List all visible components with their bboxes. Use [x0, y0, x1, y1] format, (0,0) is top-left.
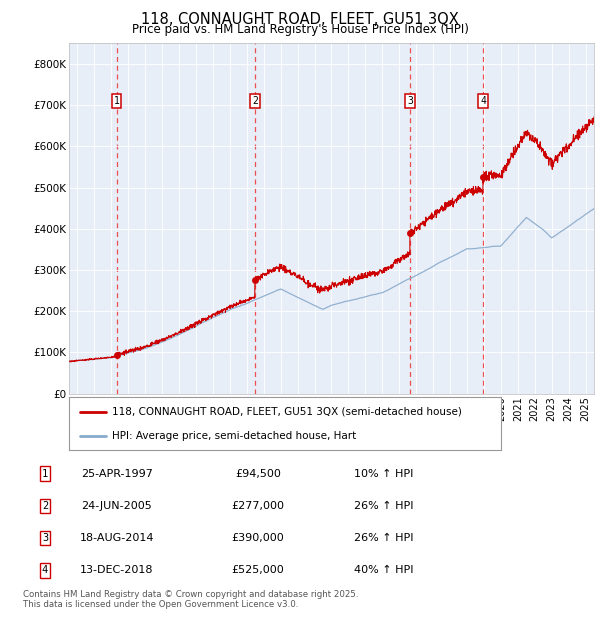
Text: This data is licensed under the Open Government Licence v3.0.: This data is licensed under the Open Gov…: [23, 600, 298, 609]
Text: £94,500: £94,500: [235, 469, 281, 479]
Text: £390,000: £390,000: [232, 533, 284, 543]
Text: 18-AUG-2014: 18-AUG-2014: [80, 533, 154, 543]
Text: HPI: Average price, semi-detached house, Hart: HPI: Average price, semi-detached house,…: [112, 431, 356, 441]
Text: Price paid vs. HM Land Registry's House Price Index (HPI): Price paid vs. HM Land Registry's House …: [131, 23, 469, 36]
Text: 26% ↑ HPI: 26% ↑ HPI: [354, 533, 413, 543]
Text: 24-JUN-2005: 24-JUN-2005: [82, 501, 152, 511]
Text: 3: 3: [407, 96, 413, 106]
Text: 4: 4: [480, 96, 486, 106]
Text: 4: 4: [42, 565, 48, 575]
Text: 2: 2: [42, 501, 48, 511]
Text: 1: 1: [42, 469, 48, 479]
Text: 3: 3: [42, 533, 48, 543]
Text: 13-DEC-2018: 13-DEC-2018: [80, 565, 154, 575]
Text: 1: 1: [114, 96, 119, 106]
Text: £525,000: £525,000: [232, 565, 284, 575]
Text: 10% ↑ HPI: 10% ↑ HPI: [354, 469, 413, 479]
Text: 2: 2: [252, 96, 258, 106]
Text: 40% ↑ HPI: 40% ↑ HPI: [354, 565, 413, 575]
Text: 25-APR-1997: 25-APR-1997: [81, 469, 153, 479]
Text: Contains HM Land Registry data © Crown copyright and database right 2025.: Contains HM Land Registry data © Crown c…: [23, 590, 358, 599]
Text: £277,000: £277,000: [232, 501, 284, 511]
Text: 26% ↑ HPI: 26% ↑ HPI: [354, 501, 413, 511]
Text: 118, CONNAUGHT ROAD, FLEET, GU51 3QX (semi-detached house): 118, CONNAUGHT ROAD, FLEET, GU51 3QX (se…: [112, 407, 462, 417]
Text: 118, CONNAUGHT ROAD, FLEET, GU51 3QX: 118, CONNAUGHT ROAD, FLEET, GU51 3QX: [141, 12, 459, 27]
